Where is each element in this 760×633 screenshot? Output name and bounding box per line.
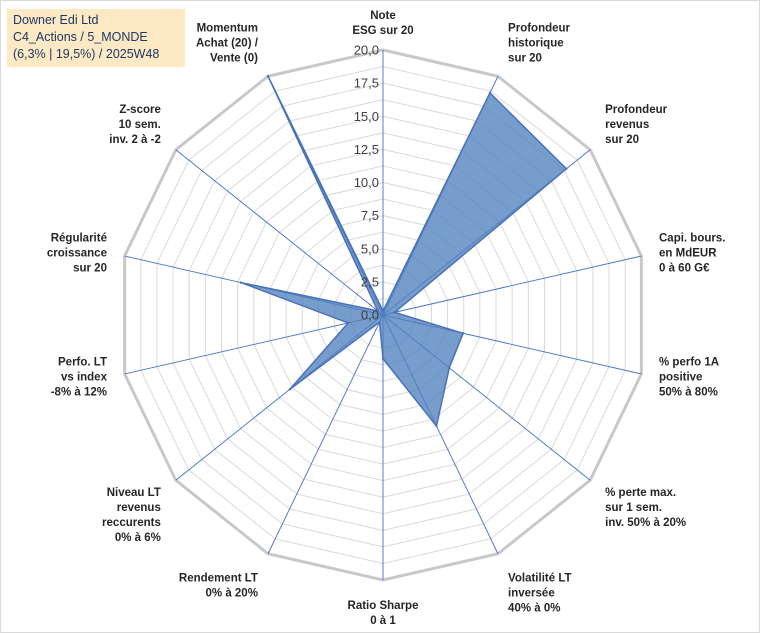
category-label: Perfo. LT vs index -8% à 12%	[51, 357, 108, 399]
axis-spoke	[175, 149, 384, 316]
data-point	[488, 91, 492, 95]
axis-spoke	[382, 255, 642, 316]
tick-label: 17,5	[354, 76, 379, 91]
title-category: C4_Actions / 5_MONDE	[13, 30, 148, 44]
data-point	[346, 321, 350, 325]
data-point	[461, 332, 465, 335]
chart-title-box: Downer Edi Ltd C4_Actions / 5_MONDE (6,3…	[7, 9, 185, 67]
data-point	[376, 309, 380, 313]
series-area	[240, 75, 568, 427]
category-label: Profondeur revenus sur 20	[605, 104, 667, 146]
category-label: Volatilité LT inversée 40% à 0%	[508, 572, 571, 614]
axis-spoke	[267, 314, 384, 554]
category-label: Note ESG sur 20	[352, 10, 413, 37]
tick-label: 10,0	[354, 175, 379, 190]
category-labels: Note ESG sur 20 Profondeur historique sur 20…	[47, 10, 726, 627]
category-label: Rendement LT 0% à 20%	[179, 572, 258, 599]
tick-label: 12,5	[354, 142, 379, 157]
data-point	[266, 75, 270, 78]
tick-label: 20,0	[354, 43, 379, 58]
category-label: Z-score 10 sem. inv. 2 à -2	[109, 104, 161, 146]
tick-label: 5,0	[361, 241, 379, 256]
category-label: Capi. bours. en MdEUR 0 à 60 G€	[659, 232, 725, 274]
data-point	[565, 167, 568, 170]
data-point	[393, 311, 396, 314]
data-point	[381, 309, 385, 313]
category-label: % perte max. sur 1 sem. inv. 50% à 20%	[605, 487, 686, 529]
title-company: Downer Edi Ltd	[13, 13, 99, 27]
radial-tick-labels: 0,0 2,5 5,0 7,5 10,0 12,5 15,0 17,5 20,0	[354, 43, 379, 323]
category-label: Niveau LT revenus reccurents 0% à 6%	[102, 487, 161, 544]
category-label: Momentum Achat (20) / Vente (0)	[196, 23, 259, 65]
tick-label: 7,5	[361, 208, 379, 223]
data-point	[435, 424, 438, 428]
category-label: % perfo 1A positive 50% à 80%	[659, 357, 719, 399]
radar-series	[239, 75, 568, 428]
tick-label: 15,0	[354, 109, 379, 124]
tick-label: 2,5	[361, 274, 379, 289]
category-label: Régularité croissance sur 20	[47, 232, 107, 274]
data-point	[239, 281, 243, 284]
tick-label: 0,0	[361, 308, 379, 323]
category-label: Profondeur historique sur 20	[508, 23, 570, 65]
data-point	[448, 366, 451, 370]
axis-spoke	[124, 314, 384, 375]
title-period: (6,3% | 19,5%) / 2025W48	[13, 47, 160, 61]
data-point	[288, 388, 291, 391]
category-label: Ratio Sharpe 0 à 1	[348, 600, 419, 627]
data-point	[378, 320, 381, 324]
data-point	[381, 357, 385, 360]
